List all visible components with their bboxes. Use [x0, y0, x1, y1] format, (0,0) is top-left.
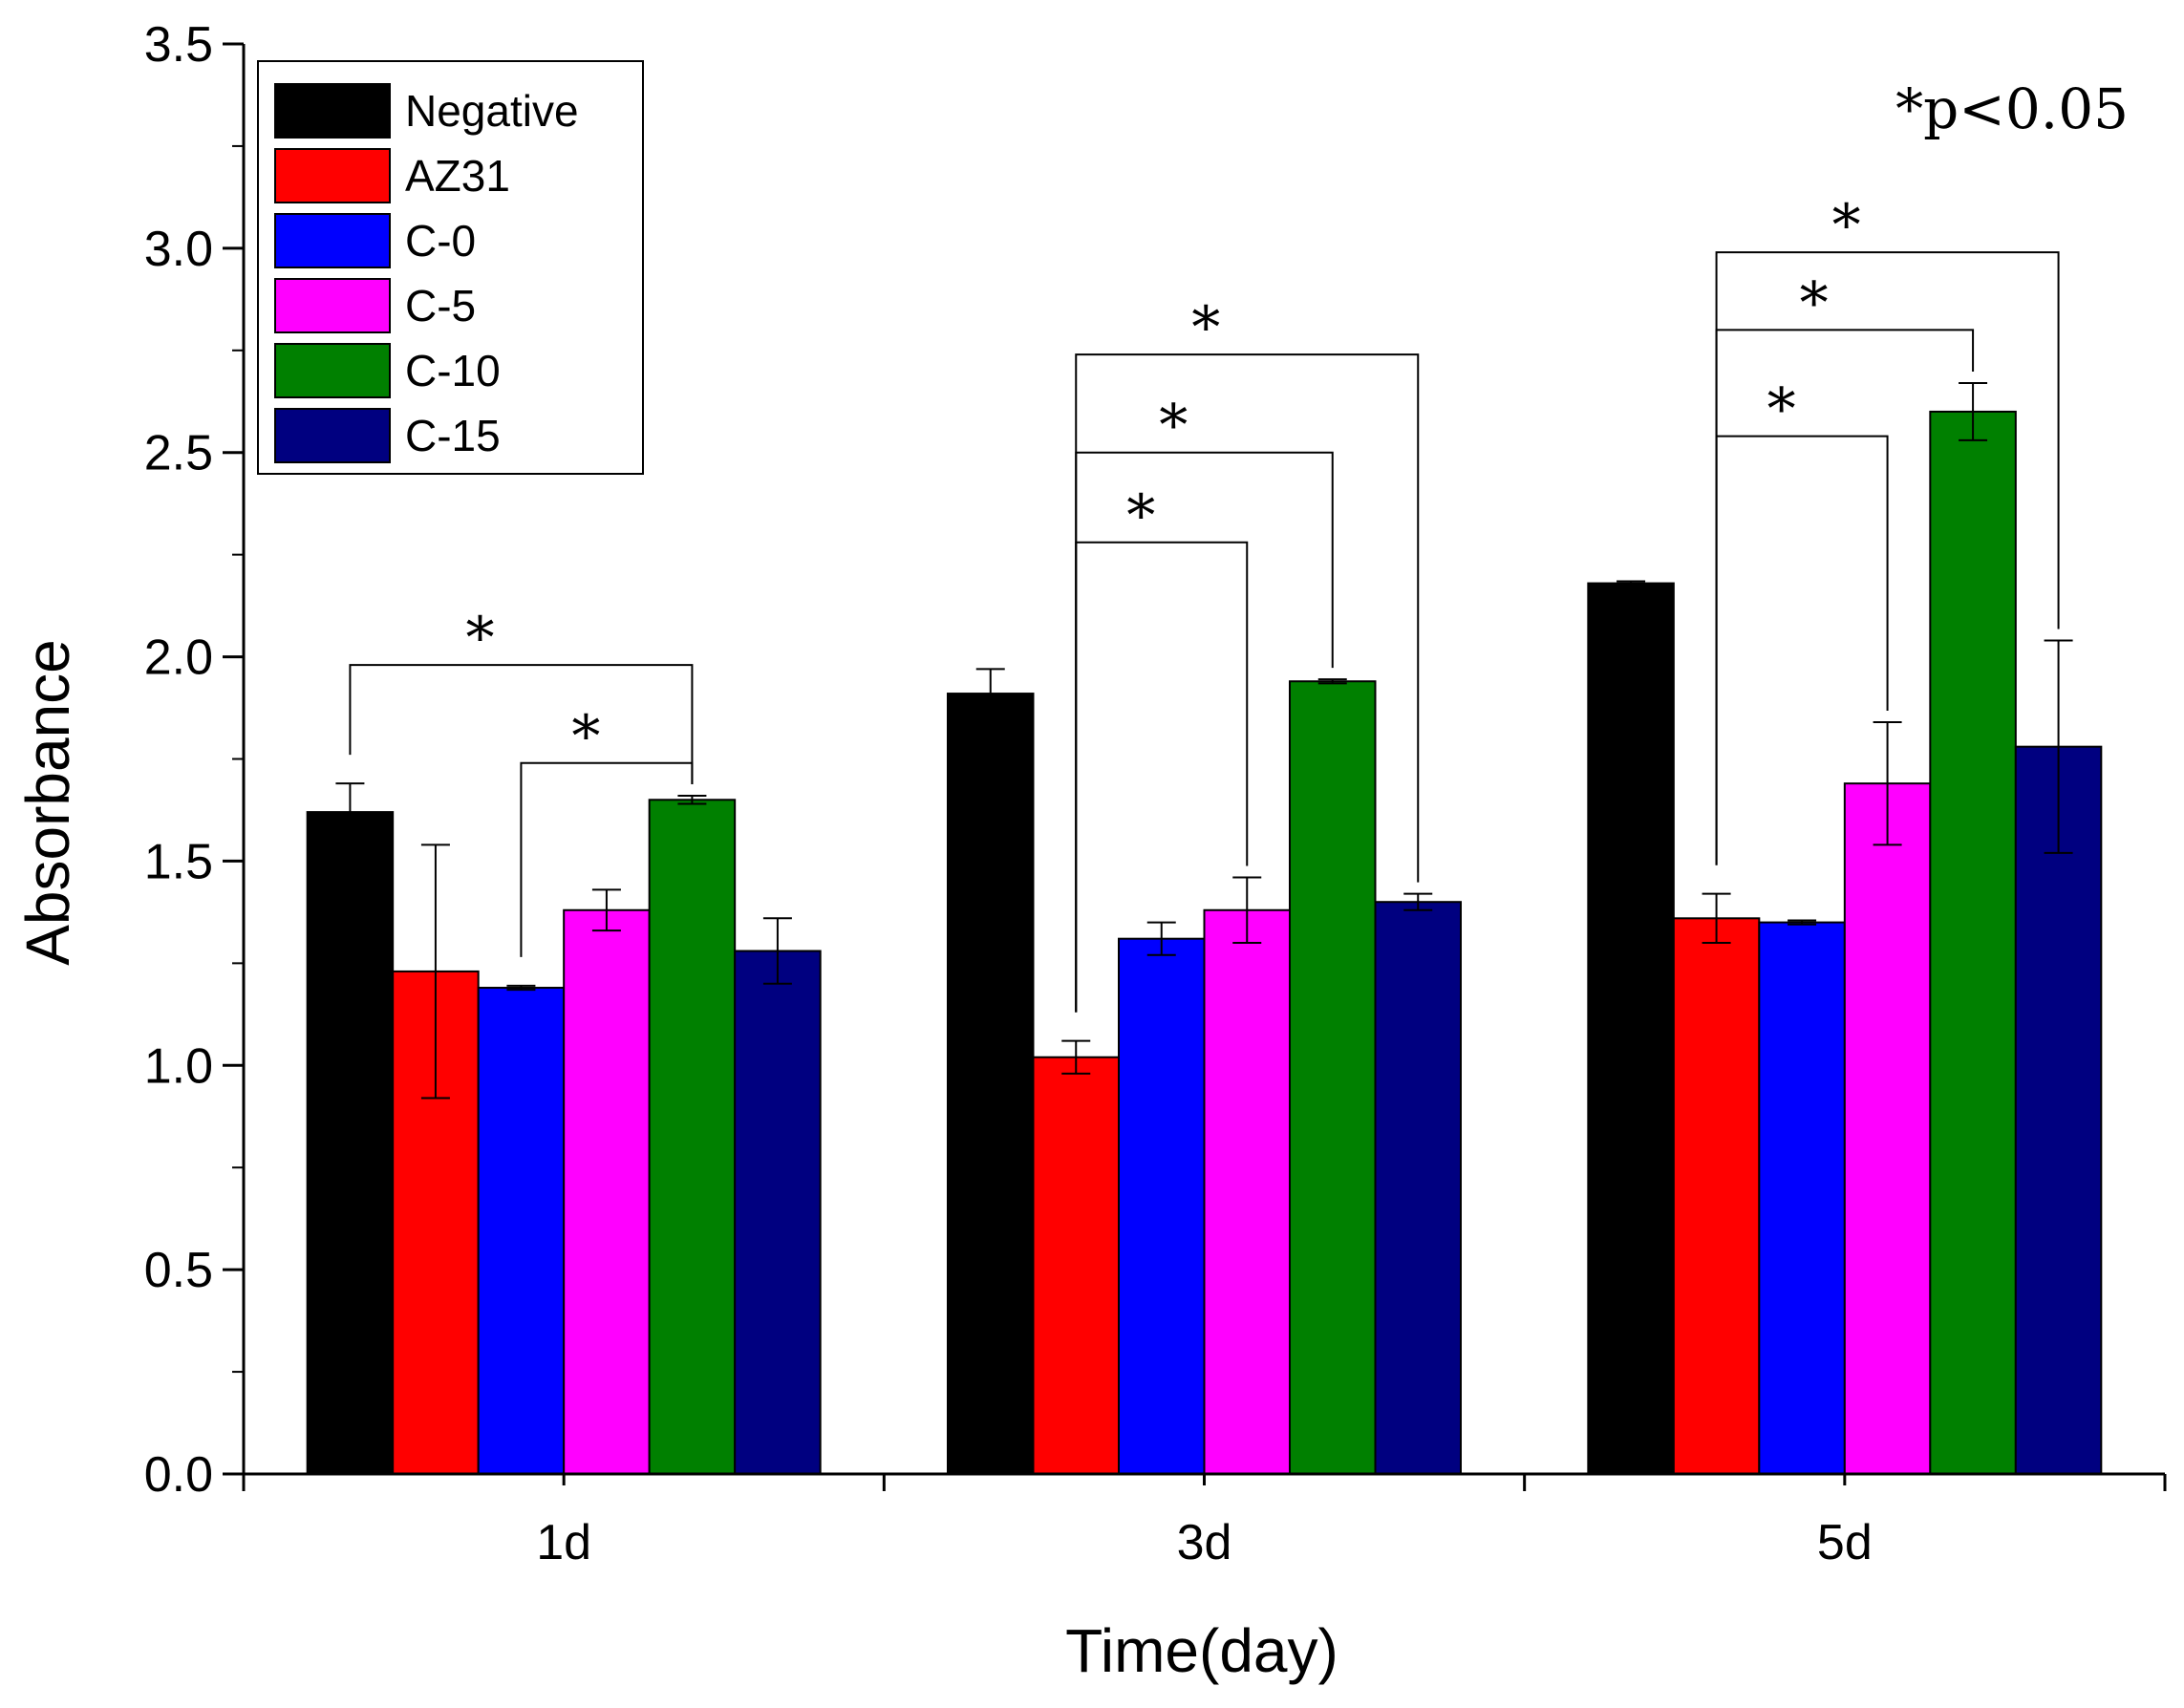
- legend: Negative AZ31 C-0 C-5 C-10 C-15: [257, 60, 644, 475]
- legend-label: C-15: [405, 411, 501, 460]
- legend-item-c15: C-15: [274, 408, 501, 463]
- error-bar-c0-1d: [506, 984, 536, 992]
- x-axis-title: Time(day): [1065, 1616, 1338, 1685]
- bracket-line: [520, 761, 694, 957]
- significance-bracket-3d-4: *: [1075, 294, 1420, 1013]
- significance-star: *: [465, 605, 494, 672]
- bracket-line: [1075, 353, 1420, 1013]
- legend-label: C-0: [405, 216, 476, 266]
- bar-c10-3d: [1289, 680, 1377, 1475]
- error-bars-layer: [335, 382, 2073, 1100]
- error-bar-c0-3d: [1146, 921, 1176, 956]
- x-tick-label-5d: 5d: [1817, 1515, 1873, 1570]
- legend-swatch: [274, 148, 391, 203]
- error-bar-c5-3d: [1232, 876, 1262, 944]
- significance-brackets-layer: ********: [349, 192, 2060, 1013]
- error-bar-c15-3d: [1403, 892, 1433, 911]
- bar-c0-1d: [477, 987, 566, 1476]
- y-tick-label-2.5: 2.5: [144, 426, 213, 481]
- bracket-line: [349, 664, 694, 784]
- legend-swatch: [274, 278, 391, 333]
- axes: 0.0 0.5 1.0 1.5 2.0 2.5 3.0 3.5 1d 3d 5d: [144, 17, 2167, 1570]
- error-bar-c10-3d: [1317, 678, 1347, 685]
- legend-item-az31: AZ31: [274, 148, 510, 203]
- error-bar-c10-5d: [1959, 382, 1988, 441]
- significance-bracket-1d-0: *: [349, 605, 694, 784]
- significance-star: *: [1191, 294, 1220, 361]
- significance-bracket-3d-3: *: [1075, 393, 1334, 1013]
- bracket-line: [1715, 251, 2060, 865]
- y-tick-label-0.5: 0.5: [144, 1243, 213, 1298]
- y-tick-label-0.0: 0.0: [144, 1447, 213, 1503]
- y-axis-title: Absorbance: [13, 639, 82, 966]
- bar-c5-3d: [1203, 908, 1291, 1475]
- legend-swatch: [274, 343, 391, 398]
- legend-item-c5: C-5: [274, 278, 476, 333]
- bar-az31-3d: [1032, 1056, 1120, 1476]
- legend-label: AZ31: [405, 151, 510, 201]
- bar-c0-3d: [1118, 937, 1206, 1475]
- significance-star: *: [1767, 376, 1796, 443]
- y-tick-label-3.0: 3.0: [144, 222, 213, 277]
- significance-note: *p<0.05: [1895, 76, 2129, 141]
- error-bar-c10-1d: [677, 794, 707, 805]
- error-bar-c5-5d: [1873, 721, 1902, 846]
- significance-star: *: [1800, 269, 1829, 336]
- bar-c0-5d: [1758, 921, 1846, 1475]
- y-tick-label-3.5: 3.5: [144, 17, 213, 73]
- bar-c15-5d: [2014, 745, 2103, 1475]
- bar-c10-1d: [648, 799, 737, 1475]
- bars-layer: [306, 410, 2103, 1476]
- error-bar-c15-5d: [2044, 639, 2073, 854]
- bar-c5-5d: [1843, 782, 1932, 1475]
- significance-star: *: [1159, 393, 1188, 459]
- legend-swatch: [274, 213, 391, 268]
- error-bar-negative-3d: [975, 668, 1005, 719]
- legend-item-negative: Negative: [274, 83, 579, 139]
- error-bar-az31-3d: [1061, 1039, 1091, 1075]
- error-bar-c15-1d: [762, 917, 792, 985]
- bar-c15-1d: [734, 950, 822, 1475]
- significance-bracket-5d-7: *: [1715, 192, 2060, 865]
- significance-star: *: [1832, 192, 1861, 259]
- error-bar-c0-5d: [1788, 919, 1817, 926]
- x-tick-label-3d: 3d: [1177, 1515, 1232, 1570]
- bar-c10-5d: [1929, 410, 2017, 1475]
- x-tick-label-1d: 1d: [536, 1515, 591, 1570]
- error-bar-negative-1d: [335, 782, 365, 843]
- bar-c5-1d: [563, 908, 651, 1475]
- error-bar-az31-5d: [1702, 892, 1731, 944]
- legend-label: Negative: [405, 86, 579, 136]
- bar-negative-1d: [306, 811, 395, 1475]
- bar-az31-5d: [1672, 917, 1761, 1475]
- legend-swatch: [274, 408, 391, 463]
- significance-star: *: [1126, 482, 1155, 549]
- legend-label: C-10: [405, 346, 501, 395]
- legend-swatch: [274, 83, 391, 139]
- legend-label: C-5: [405, 281, 476, 331]
- y-tick-label-2.0: 2.0: [144, 630, 213, 686]
- bar-c15-3d: [1374, 901, 1462, 1475]
- significance-star: *: [571, 703, 600, 770]
- error-bar-az31-1d: [420, 843, 450, 1100]
- error-bar-c5-1d: [591, 888, 621, 932]
- error-bar-negative-5d: [1617, 580, 1646, 587]
- y-tick-label-1.0: 1.0: [144, 1038, 213, 1094]
- legend-item-c0: C-0: [274, 213, 476, 268]
- legend-item-c10: C-10: [274, 343, 501, 398]
- bar-negative-3d: [947, 693, 1035, 1475]
- bar-negative-5d: [1587, 582, 1675, 1475]
- y-tick-label-1.5: 1.5: [144, 834, 213, 889]
- significance-bracket-1d-1: *: [520, 703, 694, 957]
